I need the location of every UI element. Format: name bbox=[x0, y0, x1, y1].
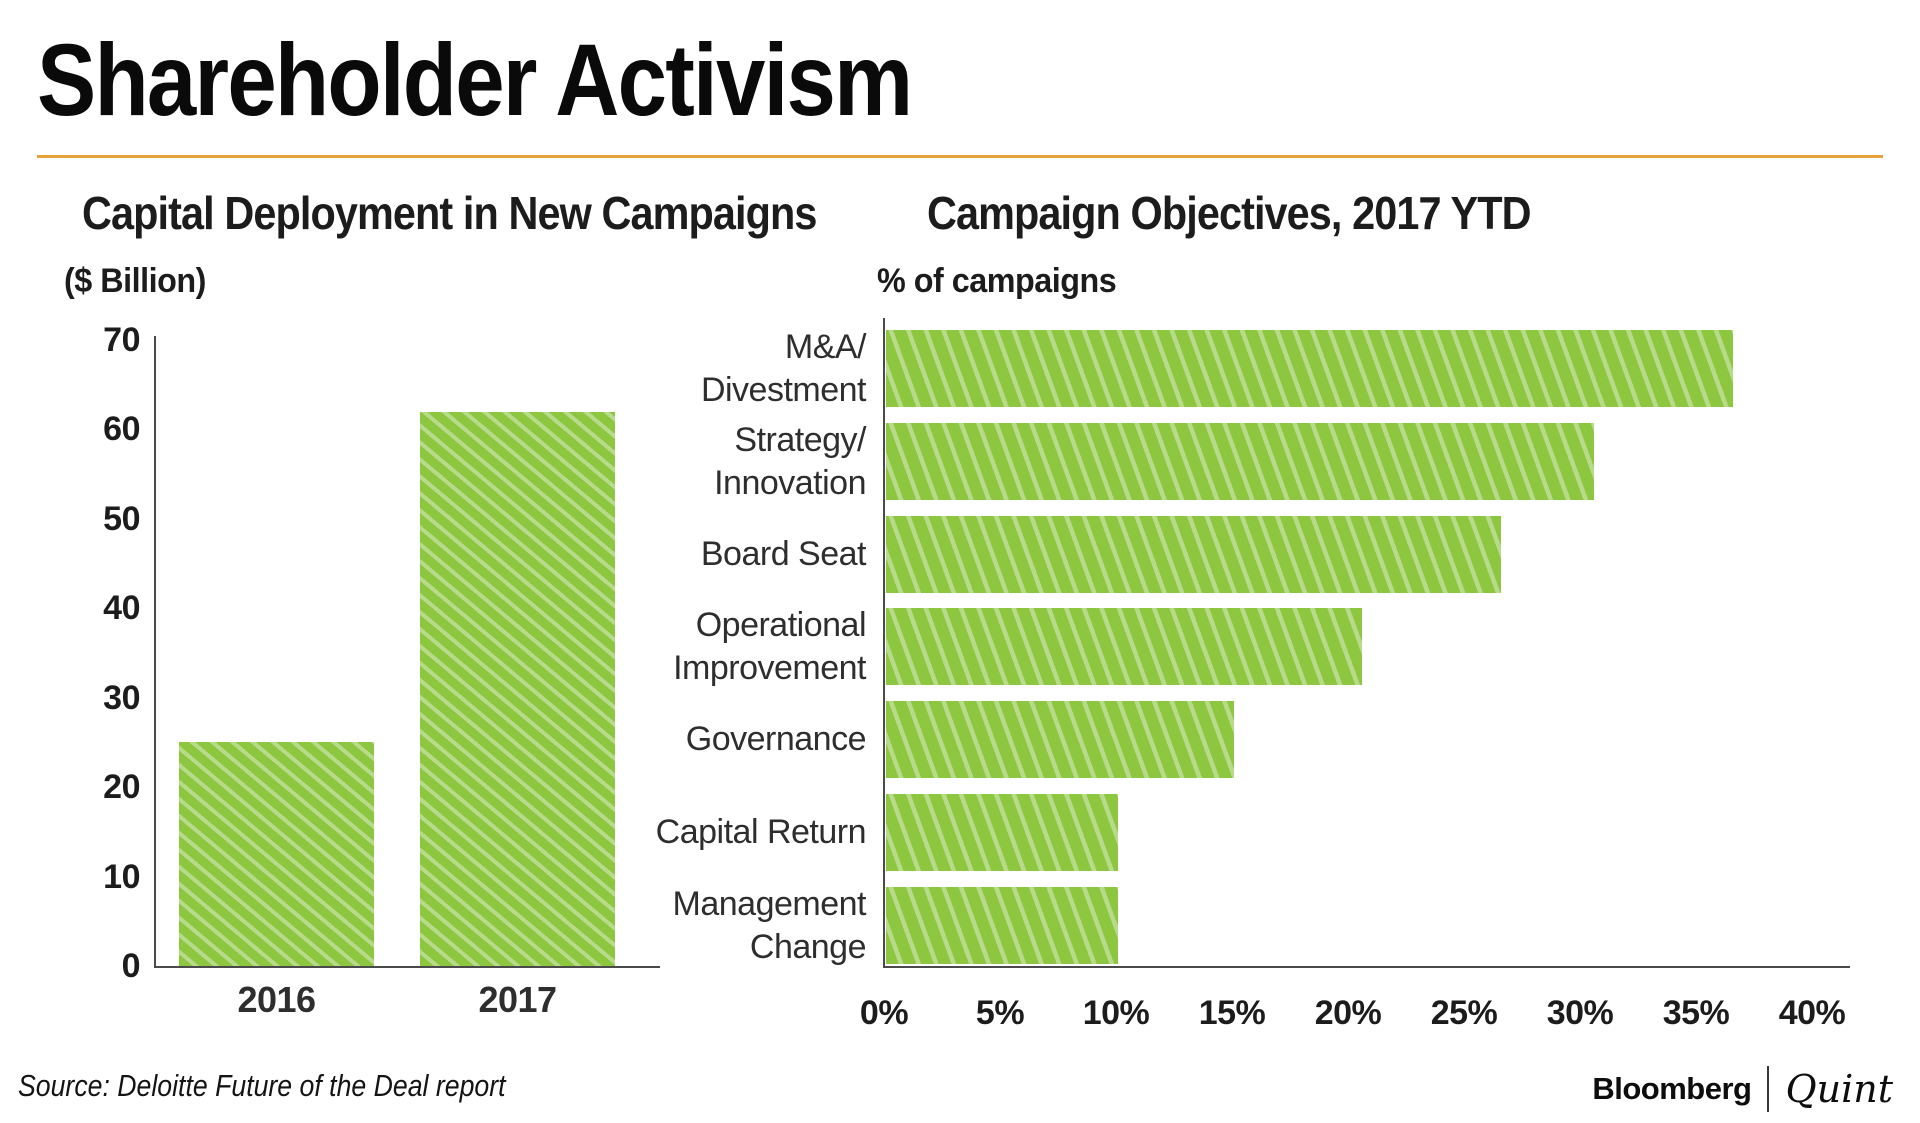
left-axis-tick-50: 50 bbox=[103, 499, 140, 538]
left-axis-tick-70: 70 bbox=[103, 321, 140, 359]
page-title: Shareholder Activism bbox=[37, 23, 913, 137]
bar-board-seat bbox=[886, 516, 1501, 593]
category-label-4: Governance bbox=[685, 720, 867, 758]
right-chart-unit-label: % of campaigns bbox=[877, 262, 1117, 300]
right-chart-title: Campaign Objectives, 2017 YTD bbox=[927, 187, 1532, 239]
left-chart-title: Capital Deployment in New Campaigns bbox=[82, 187, 817, 239]
right-axis-tick-30%: 30% bbox=[1546, 994, 1614, 1032]
right-axis-tick-40%: 40% bbox=[1778, 994, 1846, 1032]
bar-management-change bbox=[886, 887, 1118, 964]
bar-strategy/-innovation bbox=[886, 423, 1594, 500]
bar-2016 bbox=[179, 742, 374, 966]
bloomberg-logo: Bloomberg bbox=[1592, 1071, 1752, 1106]
left-chart-unit-label: ($ Billion) bbox=[64, 262, 206, 300]
left-axis-tick-30: 30 bbox=[103, 678, 140, 717]
left-chart-y-axis-line bbox=[154, 336, 156, 968]
right-axis-tick-35%: 35% bbox=[1662, 994, 1730, 1032]
category-label-5: Capital Return bbox=[655, 813, 867, 851]
accent-divider-rule bbox=[37, 155, 1883, 158]
right-chart-y-axis-line bbox=[883, 318, 885, 968]
category-label-3: Operational Improvement bbox=[673, 605, 866, 687]
brand-logo: Bloomberg Quint bbox=[1592, 1066, 1893, 1112]
right-axis-tick-25%: 25% bbox=[1430, 994, 1498, 1032]
left-axis-tick-40: 40 bbox=[103, 589, 140, 628]
category-label-2017: 2017 bbox=[478, 979, 557, 1020]
right-axis-tick-15%: 15% bbox=[1198, 994, 1266, 1032]
bar-operational-improvement bbox=[886, 608, 1362, 685]
brand-logo-divider bbox=[1767, 1066, 1770, 1112]
left-axis-tick-0: 0 bbox=[121, 947, 141, 985]
right-chart-x-axis-line bbox=[883, 966, 1850, 968]
right-axis-tick-10%: 10% bbox=[1082, 994, 1150, 1032]
bar-governance bbox=[886, 701, 1234, 778]
category-label-2: Board Seat bbox=[700, 535, 867, 573]
category-label-6: Management Change bbox=[672, 884, 867, 966]
left-axis-tick-10: 10 bbox=[103, 857, 140, 896]
category-label-1: Strategy/ Innovation bbox=[714, 420, 866, 502]
right-axis-tick-0%: 0% bbox=[859, 994, 909, 1032]
left-axis-tick-20: 20 bbox=[103, 768, 140, 807]
bar-2017 bbox=[420, 411, 615, 966]
quint-logo: Quint bbox=[1785, 1067, 1893, 1111]
left-axis-tick-60: 60 bbox=[103, 410, 140, 449]
bar-capital-return bbox=[886, 794, 1118, 871]
category-label-0: M&A/ Divestment bbox=[700, 327, 867, 409]
source-note: Source: Deloitte Future of the Deal repo… bbox=[18, 1068, 506, 1103]
category-label-2016: 2016 bbox=[237, 979, 316, 1020]
bar-m&a/-divestment bbox=[886, 330, 1733, 407]
right-axis-tick-20%: 20% bbox=[1314, 994, 1382, 1032]
left-chart-x-axis-line bbox=[154, 966, 660, 968]
right-axis-tick-5%: 5% bbox=[975, 994, 1025, 1032]
